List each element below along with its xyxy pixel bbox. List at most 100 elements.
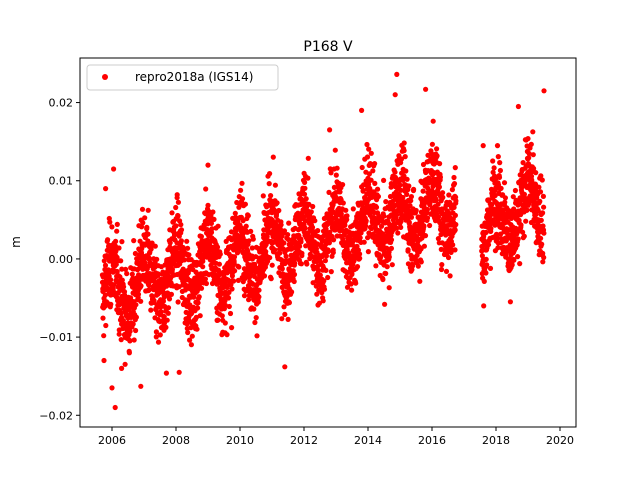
data-point (149, 240, 155, 246)
data-point (268, 276, 274, 282)
data-point (394, 71, 400, 77)
data-point (357, 251, 363, 257)
data-point (269, 262, 275, 268)
data-point (420, 161, 427, 168)
data-point (114, 269, 120, 275)
data-point (373, 263, 379, 269)
data-point (187, 337, 193, 343)
data-point (382, 301, 388, 307)
data-point (539, 241, 545, 247)
data-point (398, 156, 405, 162)
data-point (332, 147, 338, 153)
data-point (178, 222, 184, 228)
data-point (201, 223, 207, 229)
data-point (140, 220, 146, 226)
data-point (511, 257, 517, 263)
data-point (363, 223, 369, 229)
data-point (357, 255, 363, 261)
x-tick-label: 2018 (482, 434, 510, 447)
data-point (111, 166, 117, 172)
data-point (281, 304, 287, 310)
data-point (340, 200, 346, 206)
data-point (403, 168, 409, 174)
data-point (323, 226, 329, 232)
data-point (327, 127, 333, 133)
data-point (232, 268, 238, 274)
data-point (161, 294, 168, 300)
data-point (138, 383, 144, 389)
data-point (272, 182, 278, 188)
data-point (404, 191, 410, 197)
data-point (505, 231, 511, 237)
data-point (245, 213, 251, 219)
data-point (429, 141, 435, 147)
data-point (133, 302, 139, 308)
data-point (353, 280, 359, 286)
data-point (386, 254, 392, 260)
data-point (384, 245, 390, 251)
data-point (434, 146, 440, 152)
data-point (381, 213, 387, 219)
data-point (226, 303, 232, 310)
data-point (285, 316, 291, 322)
data-point (541, 88, 547, 94)
data-point (302, 185, 308, 191)
data-point (272, 247, 278, 253)
data-point (338, 211, 344, 217)
data-point (501, 180, 508, 186)
data-point (185, 245, 191, 251)
data-point (540, 210, 546, 216)
data-point (515, 254, 521, 260)
data-point (276, 207, 282, 214)
data-point (267, 171, 273, 177)
data-point (116, 331, 122, 337)
data-point (152, 243, 158, 249)
data-point (174, 192, 180, 198)
data-point (337, 189, 343, 195)
data-point (264, 233, 270, 240)
y-tick-label: 0.02 (49, 97, 74, 110)
data-point (423, 86, 429, 92)
data-point (109, 224, 115, 230)
data-point (406, 183, 412, 189)
data-point (119, 365, 125, 371)
data-point (100, 315, 106, 321)
data-point (445, 254, 452, 261)
x-tick-label: 2006 (98, 434, 126, 447)
data-point (408, 198, 414, 204)
data-point (189, 333, 195, 339)
data-point (349, 271, 355, 277)
data-point (366, 146, 372, 152)
data-point (343, 207, 349, 213)
data-point (427, 222, 433, 229)
data-point (372, 161, 378, 167)
data-point (359, 164, 365, 171)
data-point (281, 228, 288, 234)
data-point (408, 194, 414, 200)
data-point (331, 237, 337, 243)
data-point (330, 249, 336, 256)
data-point (312, 218, 318, 224)
data-point (392, 169, 398, 175)
data-point (251, 306, 257, 312)
data-point (394, 225, 400, 231)
data-point (521, 233, 527, 239)
data-point (326, 189, 332, 195)
data-point (484, 262, 490, 268)
data-point (209, 226, 215, 232)
data-point (315, 267, 322, 273)
data-point (231, 260, 237, 266)
data-point (405, 247, 411, 253)
data-point (200, 264, 206, 270)
data-point (334, 165, 340, 171)
data-point (120, 325, 126, 332)
data-point (448, 249, 454, 255)
x-tick-label: 2008 (162, 434, 190, 447)
data-point (344, 217, 350, 223)
data-point (256, 294, 262, 300)
data-point (120, 318, 126, 324)
data-point (112, 404, 118, 411)
data-point (167, 240, 173, 246)
data-point (384, 264, 390, 270)
data-point (530, 152, 536, 158)
